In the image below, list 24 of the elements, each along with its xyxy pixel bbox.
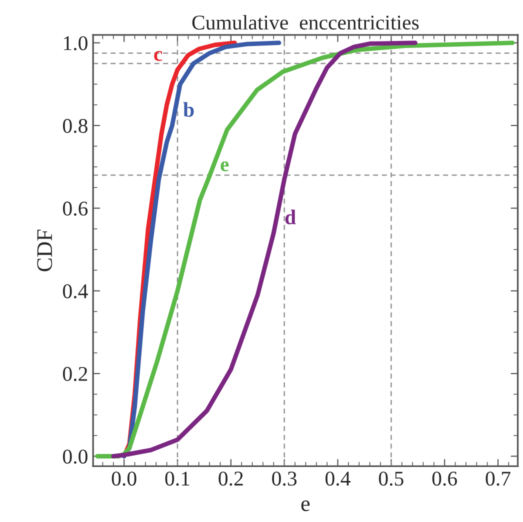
y-tick-label: 0.2 (62, 366, 88, 382)
y-tick-label: 0.6 (62, 202, 88, 216)
x-tick-label: 0.2 (218, 472, 243, 486)
x-tick-label: 0.4 (326, 472, 350, 486)
line-series (95, 40, 515, 458)
x-tick-label: 0.3 (272, 472, 297, 486)
x-tick-label: 0.1 (165, 472, 190, 486)
annotation: b (183, 102, 194, 117)
y-tick-label: 0.8 (62, 118, 88, 134)
line-series (122, 40, 282, 458)
y-tick-label: 0.4 (62, 284, 88, 298)
x-axis-title: e (301, 500, 310, 512)
x-tick-label: 0.6 (432, 472, 457, 486)
x-tick-label: 0.7 (486, 472, 510, 486)
y-axis-title: CDF (37, 230, 52, 272)
line-series (111, 40, 418, 458)
annotation: e (220, 161, 229, 172)
x-tick-label: 0.0 (112, 472, 136, 486)
annotation: c (154, 51, 162, 62)
y-tick-label: 1.0 (64, 36, 88, 50)
annotation: d (285, 210, 296, 224)
chart-title: Cumulative enccentricities (192, 14, 419, 30)
x-tick-label: 0.5 (378, 472, 404, 486)
y-tick-label: 0.0 (62, 450, 88, 464)
